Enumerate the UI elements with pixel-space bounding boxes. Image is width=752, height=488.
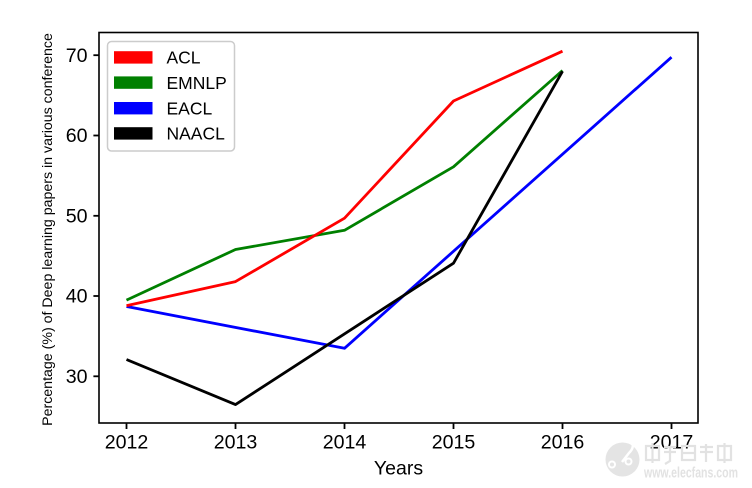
svg-text:Years: Years — [374, 458, 423, 480]
svg-text:2016: 2016 — [541, 432, 585, 454]
svg-text:NAACL: NAACL — [167, 124, 226, 144]
svg-text:30: 30 — [66, 366, 88, 388]
svg-text:50: 50 — [66, 205, 88, 227]
svg-text:2013: 2013 — [214, 432, 258, 454]
svg-text:70: 70 — [66, 45, 88, 67]
svg-text:2015: 2015 — [432, 432, 476, 454]
svg-text:2012: 2012 — [105, 432, 149, 454]
svg-text:ACL: ACL — [167, 48, 201, 68]
svg-text:2014: 2014 — [323, 432, 367, 454]
svg-text:60: 60 — [66, 125, 88, 147]
svg-text:2017: 2017 — [650, 432, 694, 454]
svg-text:www.elecfans.com: www.elecfans.com — [643, 465, 738, 482]
svg-text:EMNLP: EMNLP — [167, 73, 227, 93]
svg-text:EACL: EACL — [167, 98, 213, 118]
svg-text:40: 40 — [66, 286, 88, 308]
svg-text:Percentage (%) of Deep learnin: Percentage (%) of Deep learning papers i… — [40, 33, 56, 426]
